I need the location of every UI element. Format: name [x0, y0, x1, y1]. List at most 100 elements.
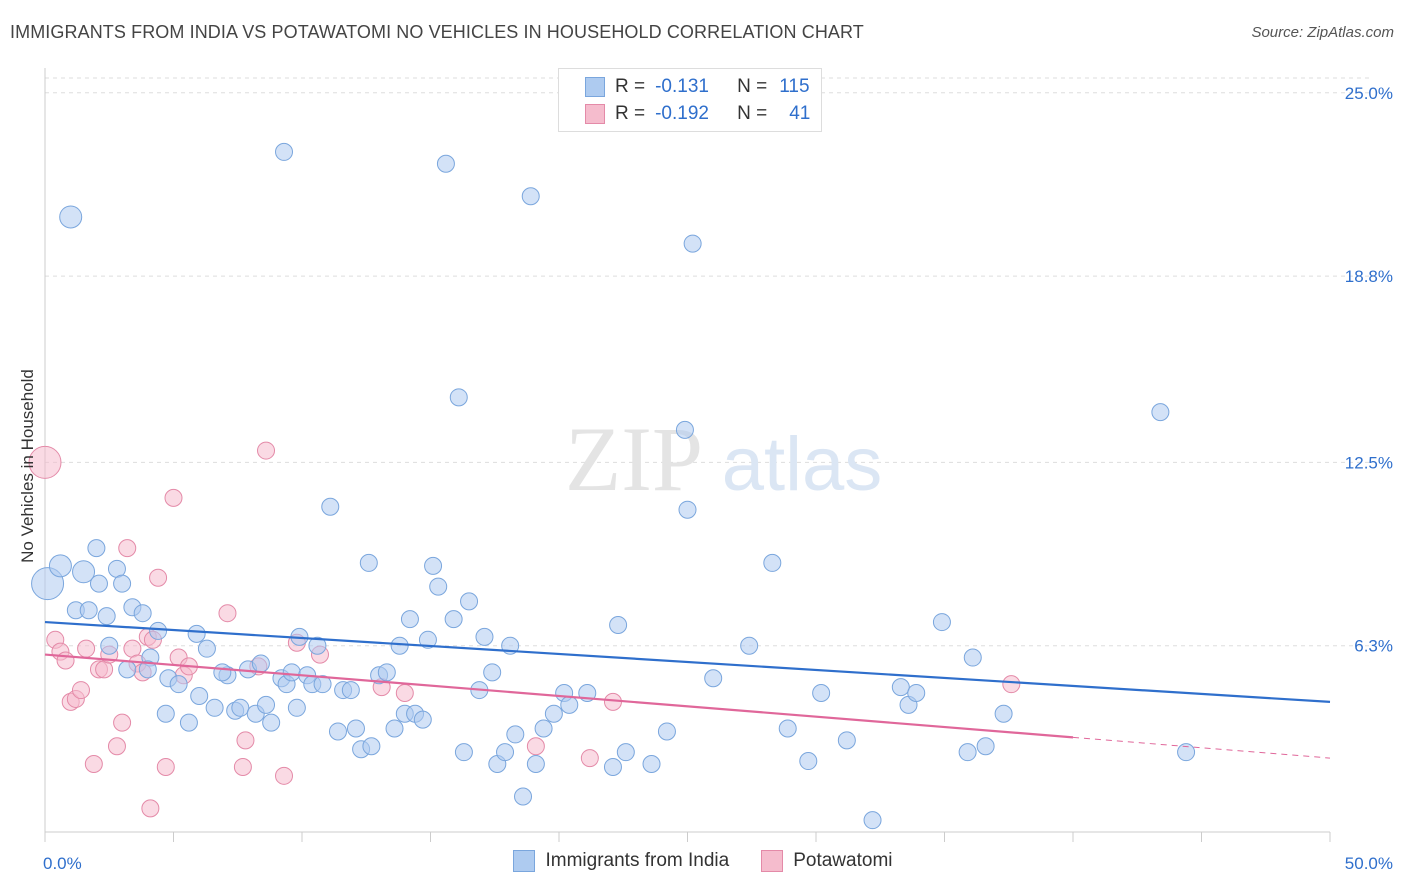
legend-r-potawatomi: -0.192 — [655, 103, 709, 124]
india-point-64 — [436, 154, 455, 173]
legend-n-potawatomi: 41 — [789, 103, 811, 124]
india-point-21 — [179, 713, 198, 732]
india-point-22 — [187, 624, 206, 643]
legend-swatch-potawatomi — [585, 104, 605, 124]
india-point-65 — [444, 610, 463, 629]
india-point-61 — [418, 630, 437, 649]
india-point-76 — [514, 787, 533, 806]
legend-item-potawatomi: Potawatomi — [761, 850, 893, 872]
india-point-63 — [429, 577, 448, 596]
india-points — [31, 142, 1196, 830]
india-point-78 — [526, 754, 545, 773]
india-point-10 — [113, 574, 132, 593]
india-point-107 — [1151, 403, 1170, 422]
india-point-108 — [1177, 743, 1196, 762]
india-point-85 — [609, 616, 628, 635]
y-axis-label: No Vehicles in Household — [18, 369, 37, 563]
india-point-86 — [616, 743, 635, 762]
legend-n-india: 115 — [779, 76, 810, 97]
india-point-94 — [778, 719, 797, 738]
india-point-46 — [328, 722, 347, 741]
india-point-29 — [231, 698, 250, 717]
legend-r-label: R = — [615, 103, 646, 124]
india-point-77 — [521, 187, 540, 206]
y-tick-label-1: 12.5% — [1345, 453, 1393, 472]
india-point-20 — [156, 704, 175, 723]
potawatomi-point-7 — [77, 639, 96, 658]
potawatomi-point-27 — [233, 757, 252, 776]
india-point-7 — [89, 574, 108, 593]
potawatomi-point-26 — [218, 604, 237, 623]
potawatomi-point-21 — [156, 757, 175, 776]
tick-labels: 6.3% 12.5% 18.8% 25.0% 0.0% 50.0% — [43, 84, 1393, 873]
potawatomi-point-39 — [1002, 675, 1021, 694]
potawatomi-point-13 — [113, 713, 132, 732]
trend-lines — [44, 620, 1331, 759]
india-point-75 — [506, 725, 525, 744]
india-point-43 — [308, 636, 327, 655]
legend-r-label: R = — [615, 76, 646, 97]
india-point-8 — [97, 607, 116, 626]
india-point-95 — [799, 752, 818, 771]
india-point-73 — [496, 743, 515, 762]
india-point-71 — [483, 663, 502, 682]
india-point-101 — [907, 684, 926, 703]
legend-row-potawatomi: R = -0.192 N = 41 — [585, 102, 810, 126]
legend-swatch-india — [513, 850, 536, 872]
watermark: ZIP atlas — [565, 408, 882, 510]
india-point-88 — [657, 722, 676, 741]
india-point-11 — [100, 636, 119, 655]
india-point-97 — [837, 731, 856, 750]
india-point-16 — [149, 621, 168, 640]
india-point-44 — [313, 675, 332, 694]
india-point-54 — [377, 663, 396, 682]
india-trend-line — [44, 620, 1331, 703]
potawatomi-point-35 — [395, 684, 414, 703]
india-point-39 — [287, 698, 306, 717]
correlation-legend: R = -0.131 N = 115 R = -0.192 N = 41 — [558, 68, 822, 132]
india-point-87 — [642, 754, 661, 773]
india-point-4 — [87, 539, 106, 558]
india-point-49 — [346, 719, 365, 738]
legend-r-india: -0.131 — [655, 76, 709, 97]
y-tick-label-2: 18.8% — [1345, 267, 1393, 286]
india-point-105 — [976, 737, 995, 756]
potawatomi-point-3 — [56, 651, 75, 670]
y-tick-label-3: 25.0% — [1345, 84, 1393, 103]
india-point-99 — [891, 678, 910, 697]
india-point-25 — [205, 698, 224, 717]
india-point-48 — [341, 681, 360, 700]
india-point-79 — [534, 719, 553, 738]
india-point-70 — [475, 627, 494, 646]
y-tick-label-0: 6.3% — [1354, 637, 1393, 656]
legend-row-india: R = -0.131 N = 115 — [585, 75, 810, 99]
india-point-2 — [59, 205, 83, 229]
india-point-14 — [118, 660, 137, 679]
india-point-93 — [763, 553, 782, 572]
potawatomi-point-22 — [164, 488, 183, 507]
india-point-66 — [449, 388, 468, 407]
india-point-82 — [560, 695, 579, 714]
potawatomi-point-28 — [236, 731, 255, 750]
legend-label-potawatomi: Potawatomi — [793, 850, 893, 871]
india-point-3 — [72, 560, 96, 584]
potawatomi-point-6 — [71, 681, 90, 700]
india-point-89 — [678, 500, 697, 519]
legend-n-label: N = — [737, 103, 768, 124]
india-point-91 — [683, 234, 702, 253]
legend-swatch-india — [585, 77, 605, 97]
legend-item-india: Immigrants from India — [513, 850, 729, 872]
potawatomi-point-30 — [257, 441, 276, 460]
india-point-34 — [262, 713, 281, 732]
potawatomi-point-37 — [580, 749, 599, 768]
india-point-37 — [282, 663, 301, 682]
potawatomi-point-8 — [84, 754, 103, 773]
x-tick-label-max: 50.0% — [1345, 854, 1393, 873]
india-point-6 — [79, 601, 98, 620]
india-point-52 — [362, 737, 381, 756]
india-point-84 — [603, 757, 622, 776]
india-point-60 — [413, 710, 432, 729]
potawatomi-trend-line — [44, 653, 1074, 739]
india-point-33 — [257, 695, 276, 714]
